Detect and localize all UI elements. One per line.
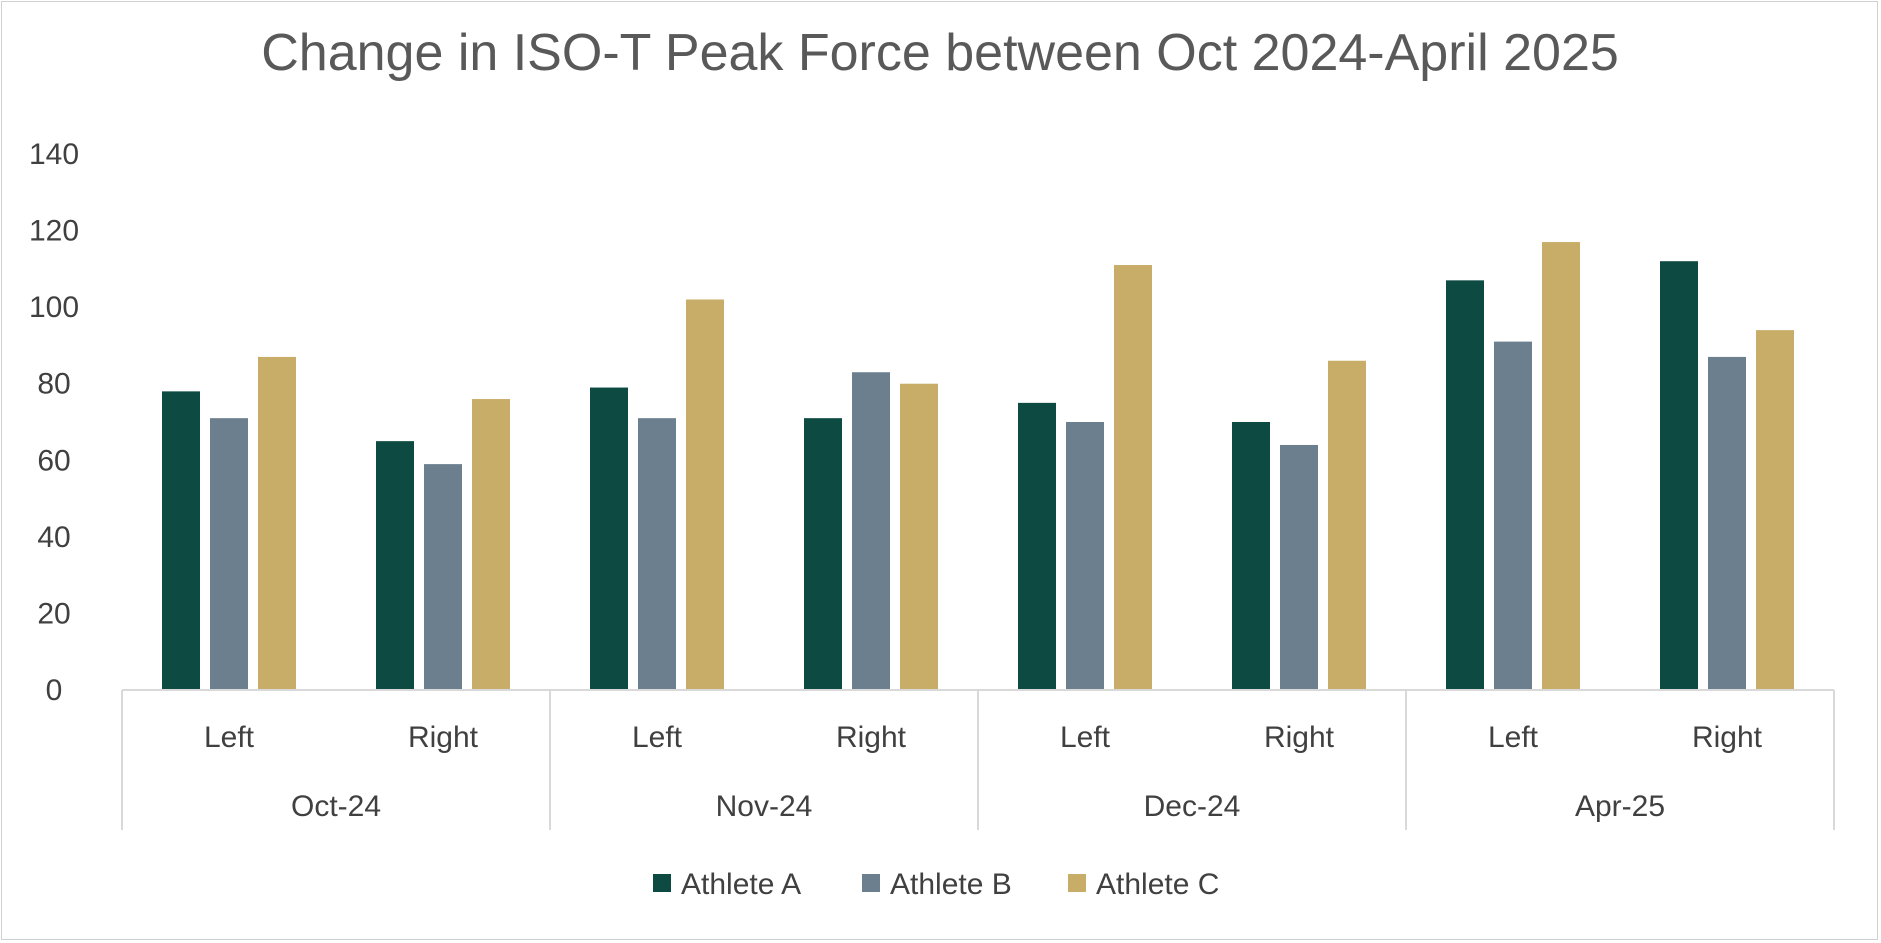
y-tick-label: 0 xyxy=(46,674,63,707)
x-tick-label: Right xyxy=(1692,721,1763,754)
bar xyxy=(1660,261,1698,690)
bar xyxy=(1114,265,1152,690)
x-tick-label: Left xyxy=(204,721,255,754)
bar xyxy=(1280,444,1318,690)
bar xyxy=(804,418,842,690)
bar xyxy=(1494,341,1532,690)
bar xyxy=(424,464,462,690)
x-tick-label: Left xyxy=(1488,721,1539,754)
legend: Athlete A Athlete B Athlete C xyxy=(653,868,1219,901)
bar xyxy=(852,372,890,690)
x-tick-label: Right xyxy=(408,721,479,754)
bar xyxy=(376,441,414,690)
y-tick-label: 20 xyxy=(37,597,70,630)
x-tick-label: Right xyxy=(836,721,907,754)
y-tick-label: 100 xyxy=(29,291,79,324)
x-group-label: Oct-24 xyxy=(291,790,381,823)
x-tick-label: Left xyxy=(1060,721,1111,754)
legend-swatch xyxy=(1068,874,1086,892)
x-tick-label: Right xyxy=(1264,721,1335,754)
legend-label: Athlete B xyxy=(890,868,1012,901)
y-tick-label: 140 xyxy=(29,138,79,171)
legend-label: Athlete A xyxy=(681,868,801,901)
chart-title: Change in ISO-T Peak Force between Oct 2… xyxy=(261,24,1619,82)
bar xyxy=(1756,330,1794,690)
y-tick-label: 40 xyxy=(37,521,70,554)
bar xyxy=(1328,360,1366,690)
y-axis: 0 20 40 60 80 100 120 140 xyxy=(29,138,79,707)
legend-label: Athlete C xyxy=(1096,868,1219,901)
bar xyxy=(1446,280,1484,690)
y-tick-label: 80 xyxy=(37,368,70,401)
y-tick-label: 60 xyxy=(37,444,70,477)
x-group-label: Dec-24 xyxy=(1144,790,1241,823)
bar xyxy=(472,399,510,690)
bar xyxy=(900,383,938,690)
x-group-label: Apr-25 xyxy=(1575,790,1665,823)
x-group-label: Nov-24 xyxy=(716,790,813,823)
x-axis: Left Right Oct-24 Left Right Nov-24 Left Right D… xyxy=(121,689,1835,830)
bar xyxy=(1066,422,1104,690)
bar xyxy=(686,299,724,690)
bar xyxy=(1542,242,1580,691)
bar xyxy=(638,418,676,690)
bar xyxy=(1018,402,1056,690)
bar xyxy=(258,356,296,690)
legend-swatch xyxy=(653,874,671,892)
bar xyxy=(210,418,248,690)
bar xyxy=(590,387,628,690)
legend-swatch xyxy=(862,874,880,892)
y-tick-label: 120 xyxy=(29,215,79,248)
bar xyxy=(1708,356,1746,690)
bar xyxy=(1232,422,1270,690)
bar xyxy=(162,391,200,690)
bars xyxy=(162,242,1794,691)
x-tick-label: Left xyxy=(632,721,683,754)
